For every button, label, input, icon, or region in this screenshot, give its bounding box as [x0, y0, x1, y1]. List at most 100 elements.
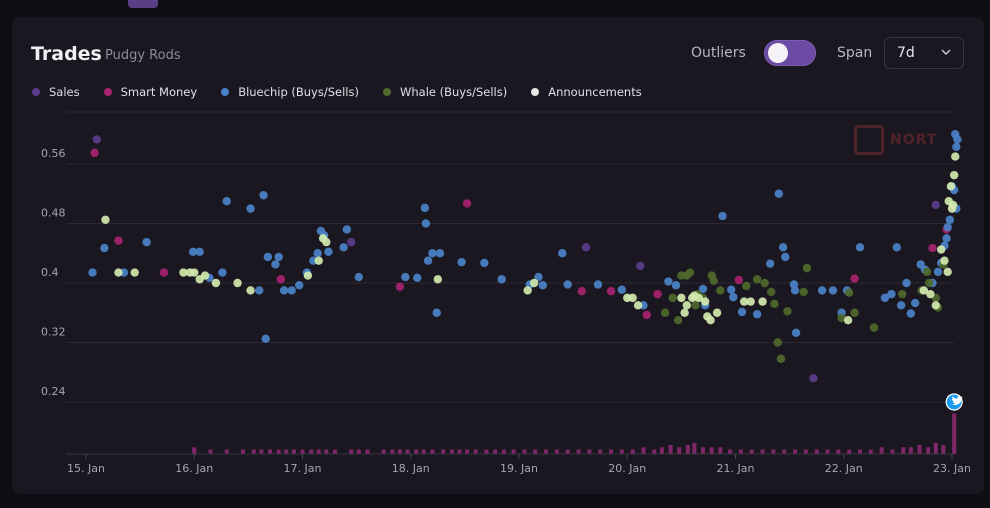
- data-point-smart-money: [276, 275, 286, 284]
- data-point-announcements: [694, 293, 703, 303]
- data-point-bluechip: [752, 310, 762, 319]
- span-value: 7d: [897, 45, 915, 61]
- outliers-toggle[interactable]: [764, 40, 816, 66]
- data-point-smart-money: [642, 310, 651, 320]
- top-tab-indicator: [128, 0, 158, 8]
- data-point-whale: [709, 276, 719, 285]
- data-point-bluechip: [952, 142, 961, 152]
- data-point-sales: [931, 200, 940, 210]
- volume-bar: [868, 449, 873, 454]
- data-point-whale: [752, 275, 762, 284]
- volume-bar: [240, 449, 245, 454]
- data-point-bluechip: [896, 301, 906, 310]
- legend-item-sales[interactable]: Sales: [32, 85, 80, 99]
- volume-bar: [316, 449, 321, 454]
- data-point-bluechip: [88, 268, 97, 277]
- legend-item-bluechip[interactable]: Bluechip (Buys/Sells): [221, 85, 359, 99]
- data-point-announcements: [682, 301, 691, 310]
- data-point-bluechip: [737, 307, 747, 317]
- data-point-bluechip: [279, 286, 289, 295]
- outliers-label: Outliers: [691, 45, 746, 61]
- data-point-bluechip: [432, 308, 441, 317]
- twitter-icon[interactable]: [945, 393, 963, 411]
- volume-bar: [917, 445, 922, 454]
- volume-bar: [457, 449, 462, 454]
- data-point-announcements: [680, 308, 689, 317]
- data-point-announcements: [949, 170, 959, 180]
- data-point-bluechip: [218, 268, 227, 277]
- legend-item-whale[interactable]: Whale (Buys/Sells): [382, 85, 507, 99]
- data-point-whale: [767, 287, 776, 297]
- volume-bar: [941, 445, 946, 454]
- data-point-announcements: [943, 267, 952, 277]
- volume-bar: [749, 449, 754, 454]
- volume-bar: [465, 449, 470, 454]
- volume-bar: [349, 449, 354, 454]
- chevron-down-icon: [940, 46, 952, 61]
- data-point-bluechip: [342, 225, 352, 234]
- y-tick-label: 0.56: [41, 147, 66, 160]
- toggle-knob: [768, 43, 788, 63]
- data-point-whale: [837, 313, 846, 323]
- data-point-bluechip: [287, 286, 296, 295]
- y-tick-label: 0.32: [41, 326, 66, 339]
- volume-bar: [718, 447, 723, 454]
- data-point-announcements: [936, 245, 946, 254]
- data-point-smart-money: [606, 286, 616, 296]
- volume-bar: [405, 449, 410, 454]
- volume-bar: [609, 449, 614, 454]
- data-point-whale: [869, 323, 879, 332]
- legend-item-announcements[interactable]: Announcements: [531, 85, 642, 99]
- data-point-smart-money: [90, 148, 99, 158]
- data-point-bluechip: [263, 252, 273, 262]
- data-point-bluechip: [246, 204, 255, 213]
- y-tick-label: 0.24: [41, 385, 66, 398]
- data-point-announcements: [706, 315, 715, 325]
- twitter-bird: [950, 396, 963, 405]
- volume-bar: [511, 449, 516, 454]
- volume-bar: [291, 449, 296, 454]
- data-point-bluechip: [274, 252, 283, 262]
- span-select[interactable]: 7d: [884, 37, 964, 69]
- data-point-bluechip: [671, 281, 681, 290]
- legend-item-smart-money[interactable]: Smart Money: [103, 85, 197, 99]
- data-point-bluechip: [188, 247, 198, 256]
- volume-bar: [493, 449, 498, 454]
- data-point-bluechip: [421, 219, 431, 228]
- data-point-bluechip: [902, 278, 911, 288]
- volume-bar: [576, 449, 581, 454]
- data-point-bluechip: [354, 272, 363, 282]
- data-point-announcements: [246, 286, 255, 295]
- page-title: Trades: [31, 43, 102, 65]
- y-tick-label: 0.4: [41, 266, 59, 279]
- x-tick-label: 17. Jan: [284, 462, 322, 475]
- x-tick-label: 16. Jan: [175, 462, 213, 475]
- data-point-bluechip: [435, 249, 445, 258]
- data-point-announcements: [314, 256, 323, 265]
- data-point-bluechip: [497, 275, 506, 284]
- volume-bar: [825, 449, 830, 454]
- data-point-bluechip: [887, 289, 896, 299]
- volume-bar: [430, 449, 435, 454]
- data-point-whale: [668, 293, 677, 303]
- data-point-announcements: [190, 268, 199, 277]
- data-point-bluechip: [195, 247, 204, 256]
- data-point-announcements: [926, 289, 935, 299]
- data-point-announcements: [303, 271, 313, 280]
- volume-bar: [300, 449, 305, 454]
- volume-bar: [522, 449, 527, 454]
- volume-bar: [251, 449, 256, 454]
- volume-bar: [659, 447, 664, 454]
- scatter-points: [88, 130, 963, 411]
- data-point-announcements: [179, 268, 188, 277]
- data-point-whale: [691, 301, 700, 310]
- volume-bar: [390, 449, 395, 454]
- data-point-whale: [673, 315, 683, 325]
- data-point-whale: [925, 278, 934, 288]
- data-point-bluechip: [255, 286, 264, 295]
- x-tick-label: 15. Jan: [67, 462, 105, 475]
- data-point-bluechip: [457, 257, 466, 267]
- collection-subtitle: Pudgy Rods: [105, 48, 181, 63]
- volume-bar: [365, 449, 370, 454]
- data-point-announcements: [322, 237, 331, 247]
